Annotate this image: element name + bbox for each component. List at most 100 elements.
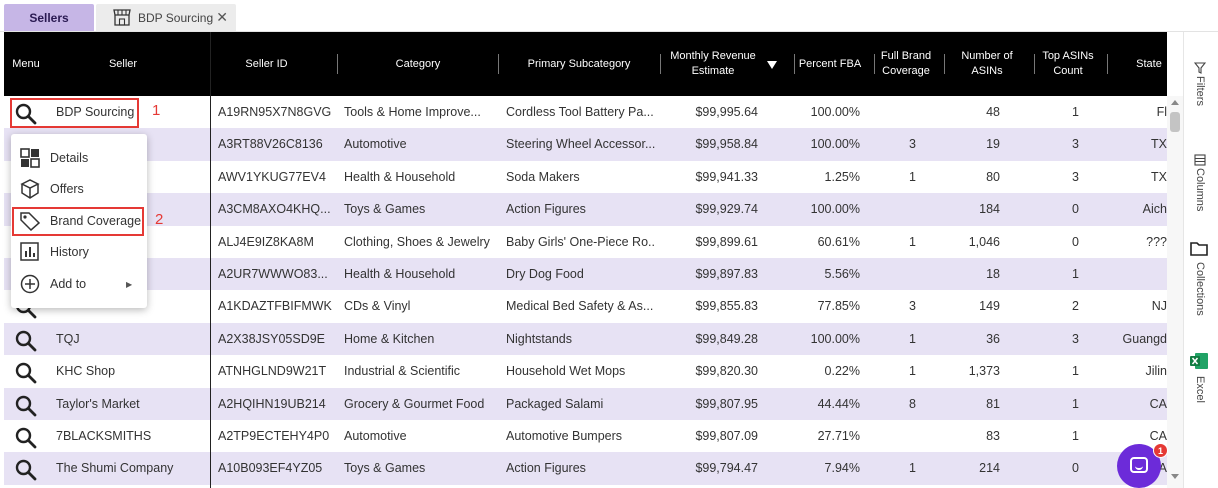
cell-subcategory: Household Wet Mops — [506, 364, 626, 379]
column-header-label: State — [1136, 57, 1162, 70]
cell-brand: 1 — [909, 364, 916, 379]
scroll-thumb[interactable] — [1170, 112, 1180, 132]
folder-icon — [1190, 242, 1208, 256]
column-header-top-asins[interactable]: Top ASINs Count — [1036, 32, 1100, 96]
cell-category: Home & Kitchen — [344, 331, 435, 346]
close-icon[interactable]: ✕ — [216, 9, 228, 25]
table-row[interactable]: ALJ4E9IZ8KA8M Clothing, Shoes & Jewelry Ba… — [4, 225, 1167, 258]
side-item-collections[interactable]: Collections — [1184, 238, 1218, 328]
table-row[interactable]: 7BLACKSMITHS A2TP9ECTEHY4P0 Automotive Auto… — [4, 420, 1167, 453]
cell-subcategory: Nightstands — [506, 331, 573, 346]
cell-seller-id: A1KDAZTFBIFMWK — [218, 299, 332, 314]
scroll-down-icon[interactable] — [1171, 474, 1179, 479]
cell-state: NJ — [1151, 299, 1167, 314]
cell-seller-id: ATNHGLND9W21T — [218, 364, 327, 379]
tab-bdp-sourcing[interactable]: BDP Sourcing ✕ — [96, 4, 236, 31]
side-item-columns[interactable]: Columns — [1184, 152, 1218, 232]
annotation-label-2: 2 — [155, 211, 164, 228]
filter-icon — [1194, 62, 1206, 74]
table-row[interactable]: TQJ A2X38JSY05SD9E Home & Kitchen Nightstan… — [4, 322, 1167, 356]
magnifier-icon[interactable] — [14, 102, 38, 126]
table-row[interactable]: Taylor's Market A2HQIHN19UB214 Grocery & G… — [4, 387, 1167, 420]
cell-top: 0 — [1072, 202, 1079, 217]
cell-asins: 83 — [986, 429, 1000, 443]
side-item-filters[interactable]: Filters — [1184, 60, 1218, 140]
cell-seller-id: A3CM8AXO4KHQ... — [218, 202, 331, 217]
vertical-scrollbar[interactable] — [1167, 96, 1183, 488]
magnifier-icon[interactable] — [14, 329, 38, 353]
tab-sellers[interactable]: Sellers — [4, 4, 94, 31]
cell-top: 3 — [1072, 331, 1079, 346]
column-header-brand-coverage[interactable]: Full Brand Coverage — [876, 32, 936, 96]
cell-seller[interactable]: The Shumi Company — [56, 461, 174, 476]
side-item-excel[interactable]: Excel — [1184, 352, 1218, 432]
cell-subcategory: Baby Girls' One-Piece Ro... — [506, 234, 656, 249]
cell-seller[interactable]: BDP Sourcing — [56, 105, 135, 119]
table-row[interactable]: A1KDAZTFBIFMWK CDs & Vinyl Medical Bed Saf… — [4, 290, 1167, 323]
column-header-subcategory[interactable]: Primary Subcategory — [499, 32, 659, 96]
chat-notification-badge: 1 — [1153, 443, 1168, 458]
side-panel: Filters Columns Collections Excel — [1183, 32, 1218, 488]
cell-asins: 48 — [986, 105, 1000, 119]
cell-seller[interactable]: TQJ — [56, 331, 80, 346]
cell-state: TX — [1151, 137, 1167, 152]
side-label-excel: Excel — [1194, 376, 1206, 403]
scroll-up-icon[interactable] — [1171, 100, 1179, 105]
chat-launcher-button[interactable] — [1117, 444, 1161, 488]
menu-item-history[interactable]: History — [11, 237, 147, 267]
side-label-columns: Columns — [1194, 168, 1206, 212]
cell-seller[interactable]: Taylor's Market — [56, 396, 140, 411]
column-separator — [498, 54, 499, 74]
menu-item-add-to[interactable]: Add to ▶ — [11, 269, 147, 299]
cell-seller[interactable]: KHC Shop — [56, 364, 116, 379]
cell-revenue: $99,849.28 — [695, 331, 758, 346]
cell-seller-id: ALJ4E9IZ8KA8M — [218, 234, 314, 249]
column-header-menu[interactable]: Menu — [4, 32, 48, 96]
cell-revenue: $99,995.64 — [695, 105, 758, 119]
column-separator — [337, 54, 338, 74]
filter-icon[interactable] — [767, 61, 777, 69]
cell-revenue: $99,855.83 — [695, 299, 758, 314]
column-header-seller-id[interactable]: Seller ID — [211, 32, 322, 96]
chat-icon — [1130, 457, 1148, 473]
cell-revenue: $99,807.09 — [695, 429, 758, 443]
column-header-label: Menu — [12, 57, 40, 70]
cell-category: Toys & Games — [344, 202, 426, 217]
column-header-asins[interactable]: Number of ASINs — [948, 32, 1026, 96]
table-row[interactable]: A2UR7WWWO83... Health & Household Dry Dog … — [4, 258, 1167, 291]
table-row[interactable]: KHC Shop ATNHGLND9W21T Industrial & Scient… — [4, 355, 1167, 388]
cell-brand — [876, 420, 916, 452]
menu-item-details[interactable]: Details — [11, 143, 147, 173]
menu-item-label: Brand Coverage — [50, 214, 142, 228]
magnifier-icon[interactable] — [14, 458, 38, 482]
table-row[interactable]: BDP Sourcing A19RN95X7N8GVG Tools & Home I… — [4, 96, 1167, 129]
table-row[interactable]: A3RT88V26C8136 Automotive Steering Wheel A… — [4, 128, 1167, 161]
magnifier-icon[interactable] — [14, 426, 38, 450]
tab-bdp-label: BDP Sourcing — [138, 10, 214, 25]
table-row[interactable]: The Shumi Company A10B093EF4YZ05 Toys & Ga… — [4, 452, 1167, 485]
column-header-label: Seller — [108, 57, 138, 70]
menu-item-brand-coverage[interactable]: Brand Coverage — [11, 206, 147, 236]
cell-asins: 36 — [986, 331, 1000, 346]
column-header-percent-fba[interactable]: Percent FBA — [795, 32, 865, 96]
magnifier-icon[interactable] — [14, 394, 38, 418]
column-header-state[interactable]: State — [1109, 32, 1167, 96]
cell-seller[interactable]: 7BLACKSMITHS — [56, 429, 152, 443]
column-header-seller[interactable]: Seller — [48, 32, 198, 96]
cell-asins: 80 — [986, 169, 1000, 184]
cell-revenue: $99,941.33 — [695, 169, 758, 184]
menu-item-label: Details — [50, 151, 89, 165]
menu-item-offers[interactable]: Offers — [11, 174, 147, 204]
cell-revenue: $99,899.61 — [695, 234, 758, 249]
cell-fba: 100.00% — [810, 137, 860, 152]
grid-icon — [20, 148, 40, 168]
table-row[interactable]: A3CM8AXO4KHQ... Toys & Games Action Figure… — [4, 193, 1167, 226]
cell-seller-id: A2HQIHN19UB214 — [218, 396, 326, 411]
cell-category: Toys & Games — [344, 461, 426, 476]
magnifier-icon[interactable] — [14, 361, 38, 385]
column-header-category[interactable]: Category — [338, 32, 498, 96]
cell-fba: 60.61% — [817, 234, 860, 249]
annotation-label-1: 1 — [152, 102, 161, 119]
column-header-revenue[interactable]: Monthly Revenue Estimate — [661, 32, 783, 96]
